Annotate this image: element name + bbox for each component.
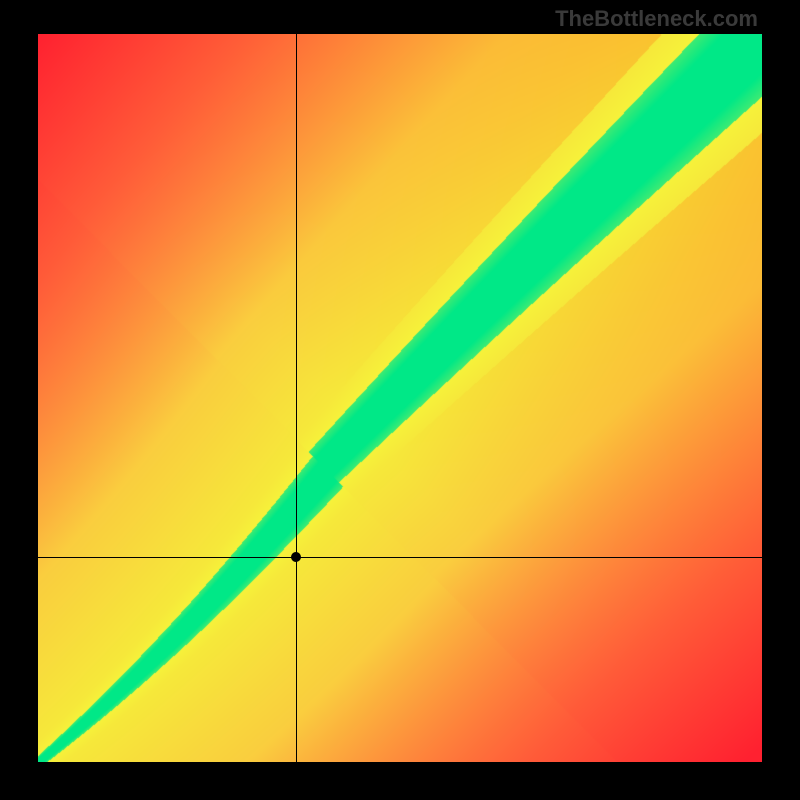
crosshair-vertical bbox=[296, 34, 297, 762]
crosshair-horizontal bbox=[38, 557, 762, 558]
heatmap-canvas bbox=[38, 34, 762, 762]
watermark-text: TheBottleneck.com bbox=[555, 6, 758, 32]
heatmap-plot-area bbox=[38, 34, 762, 762]
crosshair-marker bbox=[291, 552, 301, 562]
